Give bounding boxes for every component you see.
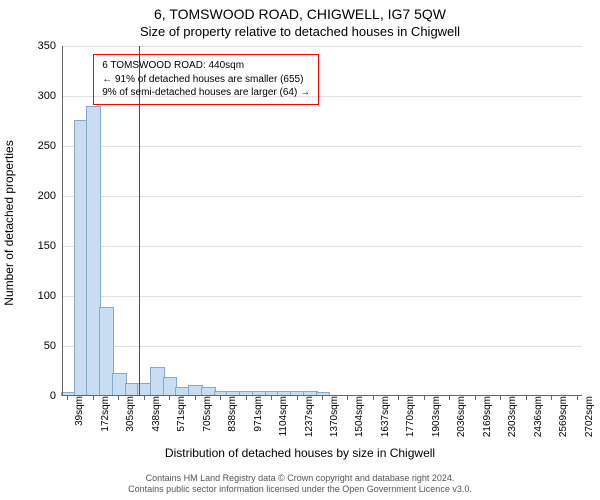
- y-axis-label: Number of detached properties: [2, 58, 16, 223]
- x-tick-mark: [271, 396, 272, 400]
- grid-line: [62, 146, 582, 147]
- x-tick-label: 1770sqm: [401, 396, 416, 437]
- x-tick-label: 1504sqm: [350, 396, 365, 437]
- annotation-box: 6 TOMSWOOD ROAD: 440sqm← 91% of detached…: [93, 54, 319, 105]
- x-tick-label: 172sqm: [96, 396, 111, 432]
- grid-line: [62, 246, 582, 247]
- x-tick-label: 438sqm: [147, 396, 162, 432]
- x-tick-label: 305sqm: [121, 396, 136, 432]
- x-tick-mark: [93, 396, 94, 400]
- x-tick-label: 838sqm: [223, 396, 238, 432]
- x-tick-label: 2169sqm: [478, 396, 493, 437]
- x-axis-label: Distribution of detached houses by size …: [0, 446, 600, 460]
- x-tick-label: 2436sqm: [529, 396, 544, 437]
- grid-line: [62, 296, 582, 297]
- y-tick-label: 150: [38, 240, 62, 252]
- x-tick-mark: [246, 396, 247, 400]
- x-tick-mark: [220, 396, 221, 400]
- x-tick-label: 1370sqm: [325, 396, 340, 437]
- annotation-line: 9% of semi-detached houses are larger (6…: [102, 86, 310, 100]
- x-tick-mark: [449, 396, 450, 400]
- x-tick-mark: [195, 396, 196, 400]
- x-tick-mark: [67, 396, 68, 400]
- footer-line-1: Contains HM Land Registry data © Crown c…: [0, 473, 600, 485]
- x-tick-mark: [398, 396, 399, 400]
- x-tick-label: 2702sqm: [580, 396, 595, 437]
- footer-attribution: Contains HM Land Registry data © Crown c…: [0, 473, 600, 496]
- plot-area: 05010015020025030035039sqm172sqm305sqm43…: [62, 46, 582, 396]
- grid-line: [62, 196, 582, 197]
- x-tick-label: 2303sqm: [503, 396, 518, 437]
- x-tick-mark: [297, 396, 298, 400]
- y-tick-label: 100: [38, 290, 62, 302]
- y-tick-label: 250: [38, 140, 62, 152]
- x-tick-label: 971sqm: [249, 396, 264, 432]
- x-tick-mark: [347, 396, 348, 400]
- x-tick-label: 1237sqm: [300, 396, 315, 437]
- x-axis-line: [62, 395, 582, 396]
- x-tick-label: 39sqm: [70, 396, 85, 426]
- annotation-title: 6 TOMSWOOD ROAD: 440sqm: [102, 59, 310, 73]
- x-tick-label: 2569sqm: [554, 396, 569, 437]
- y-tick-label: 350: [38, 40, 62, 52]
- y-tick-label: 300: [38, 90, 62, 102]
- y-tick-label: 50: [44, 340, 62, 352]
- x-tick-mark: [424, 396, 425, 400]
- x-tick-mark: [169, 396, 170, 400]
- x-tick-label: 1104sqm: [274, 396, 289, 436]
- x-tick-mark: [322, 396, 323, 400]
- y-tick-label: 200: [38, 190, 62, 202]
- x-tick-label: 1903sqm: [427, 396, 442, 437]
- x-tick-mark: [373, 396, 374, 400]
- x-tick-label: 2036sqm: [452, 396, 467, 437]
- x-tick-mark: [551, 396, 552, 400]
- x-tick-mark: [118, 396, 119, 400]
- x-tick-mark: [475, 396, 476, 400]
- x-tick-mark: [144, 396, 145, 400]
- x-tick-label: 705sqm: [198, 396, 213, 432]
- footer-line-2: Contains public sector information licen…: [0, 484, 600, 496]
- y-axis-line: [62, 46, 63, 396]
- x-tick-label: 571sqm: [172, 396, 187, 432]
- annotation-line: ← 91% of detached houses are smaller (65…: [102, 73, 310, 87]
- grid-line: [62, 46, 582, 47]
- chart-main-title: 6, TOMSWOOD ROAD, CHIGWELL, IG7 5QW: [0, 6, 600, 22]
- grid-line: [62, 346, 582, 347]
- x-tick-mark: [500, 396, 501, 400]
- x-tick-mark: [577, 396, 578, 400]
- x-tick-label: 1637sqm: [376, 396, 391, 437]
- x-tick-mark: [526, 396, 527, 400]
- chart-sub-title: Size of property relative to detached ho…: [0, 24, 600, 39]
